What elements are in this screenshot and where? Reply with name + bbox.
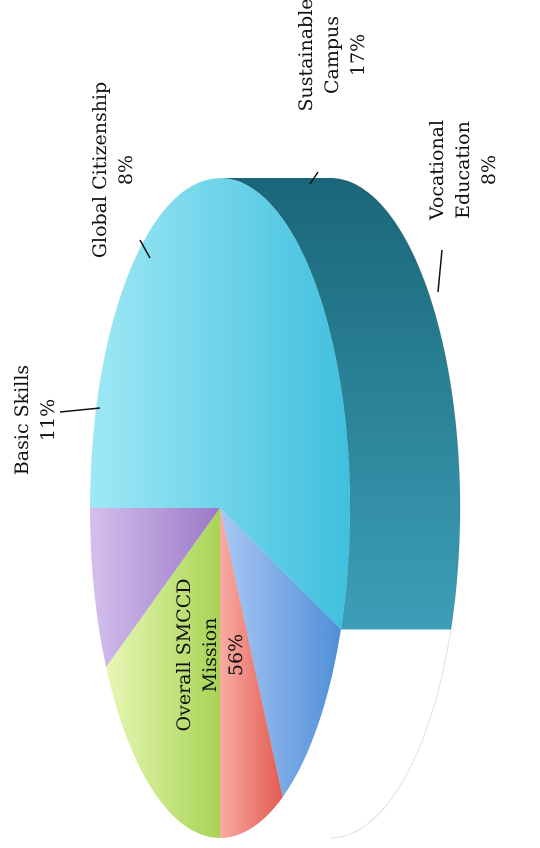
label-sustainable-campus: Sustainable Campus 17% (295, 0, 369, 112)
label-basic-skills: Basic Skills 11% (11, 365, 59, 475)
label-value: 17% (347, 34, 369, 76)
label-value: 8% (478, 155, 500, 185)
label-text: Global Citizenship (89, 82, 111, 258)
label-text: Overall SMCCD (173, 579, 195, 732)
leader-line (139, 239, 151, 259)
label-vocational-education: Vocational Education 8% (426, 120, 500, 221)
label-text: Education (452, 121, 474, 219)
leader-line (59, 407, 101, 413)
label-value: 11% (37, 399, 59, 441)
leader-line (309, 171, 319, 185)
label-value: 56% (225, 634, 247, 676)
leader-line (437, 249, 443, 293)
side-overall-smccd-mission (220, 178, 460, 630)
label-text: Sustainable (295, 0, 317, 112)
label-text: Campus (321, 16, 343, 94)
label-overall-smccd-mission: Overall SMCCD Mission 56% (173, 579, 247, 732)
pie-rim (329, 177, 461, 839)
slice-sustainable-campus (106, 508, 220, 838)
label-value: 8% (115, 155, 137, 185)
slice-vocational-education (90, 508, 220, 667)
slice-basic-skills (220, 508, 341, 798)
label-text: Vocational (426, 120, 448, 221)
label-text: Mission (199, 618, 221, 693)
label-text: Basic Skills (11, 365, 33, 475)
slice-global-citizenship (220, 508, 283, 838)
label-global-citizenship: Global Citizenship 8% (89, 82, 137, 258)
slice-overall-smccd-mission (90, 178, 350, 630)
